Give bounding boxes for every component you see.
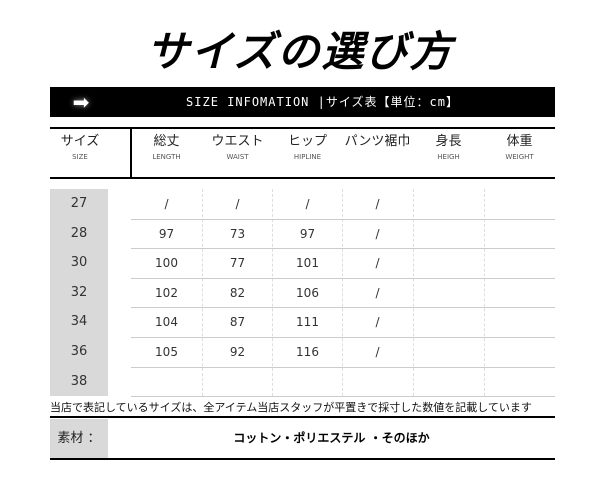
table-row: 36 105 92 116 / [50,337,555,367]
value-cell: / [375,256,380,271]
banner-text: SIZE INFOMATION |サイズ表【単位：cm】 [186,95,459,109]
column-header-jp: 総丈 [153,134,180,149]
size-column-bg [50,189,108,396]
row-divider [131,366,555,368]
column-header-en: HIPLINE [293,153,322,161]
column-divider [484,189,485,396]
header-divider [130,129,132,177]
column-header-en: SIZE [72,153,88,161]
row-divider [131,248,555,250]
value-cell: 102 [155,285,178,300]
table-row: 38 [50,367,555,397]
value-cell: / [305,197,310,211]
value-cell: 116 [296,345,319,359]
column-header-jp: ウエスト [211,134,264,149]
table-row: 34 104 87 111 / [50,307,555,337]
size-cell: 38 [70,373,88,389]
value-cell: 101 [296,256,319,271]
column-divider [342,189,343,396]
value-cell: / [375,226,380,241]
column-divider [202,189,203,396]
row-divider [131,396,555,398]
value-cell: / [235,197,240,211]
material-label: 素材 ： [50,419,108,458]
size-cell: 28 [70,225,88,241]
value-cell: 92 [229,345,246,359]
value-cell: 106 [296,285,319,300]
header-top-rule [50,127,555,129]
column-header-en: LENGTH [152,153,181,161]
column-divider [272,189,273,396]
table-row: 27 / / / / [50,189,555,219]
column-header-jp: パンツ裾巾 [344,134,411,149]
value-cell: 111 [296,315,319,330]
column-header-en: HEIGH [437,153,460,161]
column-header-jp: 体重 [506,134,533,149]
size-info-banner: ➡ SIZE INFOMATION |サイズ表【単位：cm】 [50,87,555,117]
column-header-jp: サイズ [60,134,100,149]
column-header: 身長 HEIGH [413,131,484,177]
value-cell: 82 [229,285,246,300]
row-divider [131,307,555,309]
table-row: 28 97 73 97 / [50,219,555,249]
table-row: 32 102 82 106 / [50,278,555,308]
value-cell: 104 [155,315,178,330]
value-cell: 73 [229,226,246,241]
column-header: ヒップ HIPLINE [272,131,343,177]
size-cell: 32 [70,284,88,300]
value-cell: 77 [229,256,246,271]
column-header-jp: ヒップ [287,134,327,149]
material-value: コットン・ポリエステル ・そのほか [233,431,430,445]
size-cell: 27 [70,196,88,211]
column-header: 総丈 LENGTH [131,131,202,177]
value-cell: / [375,315,380,330]
row-divider [131,277,555,279]
column-header-jp: 身長 [435,134,462,149]
header-bottom-rule [50,177,555,179]
value-cell: / [375,197,380,211]
column-header: パンツ裾巾 [342,131,413,177]
value-cell: 97 [299,226,316,241]
value-cell: 105 [155,345,178,359]
right-arrow-icon: ➡ [72,90,90,114]
material-top-rule [50,416,555,418]
measurement-note: 当店で表記しているサイズは、全アイテム当店スタッフが平置きで採寸した数値を記載し… [50,401,532,414]
size-cell: 34 [70,314,88,330]
material-bottom-rule [50,458,555,460]
size-cell: 36 [70,344,88,359]
column-header-en: WEIGHT [505,153,534,161]
row-divider [131,218,555,220]
table-row: 30 100 77 101 / [50,248,555,278]
value-cell: / [164,197,169,211]
value-cell: 100 [155,256,178,271]
page-title: サイズの選び方 [146,27,454,76]
value-cell: 97 [158,226,175,241]
value-cell: 87 [229,315,246,330]
column-header: ウエスト WAIST [202,131,273,177]
value-cell: / [375,285,380,300]
row-divider [131,337,555,338]
column-divider [413,189,414,396]
value-cell: / [375,345,380,359]
column-header-en: WAIST [226,153,249,161]
size-cell: 30 [70,255,88,271]
column-header: 体重 WEIGHT [484,131,555,177]
column-header: サイズ SIZE [45,131,115,177]
